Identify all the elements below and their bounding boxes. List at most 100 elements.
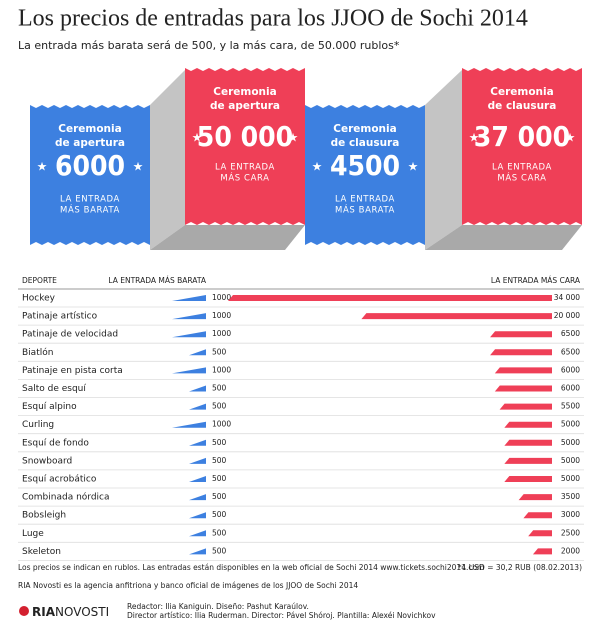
min-label: 1000 xyxy=(212,293,231,302)
max-label: 6500 xyxy=(561,329,580,338)
max-bar xyxy=(532,548,552,555)
ticket-title: de apertura xyxy=(210,100,280,112)
max-label: 3500 xyxy=(561,492,580,501)
ticket-note: MÁS CARA xyxy=(220,172,269,184)
max-bar xyxy=(499,403,552,410)
min-label: 500 xyxy=(212,384,227,393)
category-label: Esquí acrobático xyxy=(22,475,97,485)
category-label: Salto de esquí xyxy=(22,384,86,394)
star: ★ xyxy=(469,131,480,145)
ticket-title: Ceremonia xyxy=(333,123,396,135)
max-bar xyxy=(490,331,552,338)
ticket-price: 4500 xyxy=(330,149,400,182)
category-label: Skeleton xyxy=(22,547,61,557)
max-label: 5500 xyxy=(561,402,580,411)
category-label: Patinaje de velocidad xyxy=(22,330,118,340)
category-label: Combinada nórdica xyxy=(22,492,110,503)
ticket-title: de clausura xyxy=(488,100,557,112)
ticket-note: LA ENTRADA xyxy=(60,195,120,205)
logo-part: NOVOSTI xyxy=(55,605,109,619)
max-label: 5000 xyxy=(561,438,580,447)
logo-part: RIA xyxy=(32,605,56,619)
min-bar xyxy=(189,457,206,464)
ticket-title: de apertura xyxy=(55,137,125,149)
star: ★ xyxy=(133,160,144,174)
column-header: DEPORTE xyxy=(22,276,57,285)
title: Los precios de entradas para los JJOO de… xyxy=(18,6,528,32)
exchange-rate: *1 USD = 30,2 RUB (08.02.2013) xyxy=(458,563,582,572)
max-bar xyxy=(494,385,552,392)
min-bar xyxy=(172,313,206,320)
min-label: 500 xyxy=(212,528,227,537)
ticket xyxy=(462,68,582,225)
ticket-price: 37 000 xyxy=(474,120,570,153)
max-label: 2500 xyxy=(561,528,580,537)
min-bar xyxy=(172,295,206,301)
max-label: 5000 xyxy=(561,420,580,429)
ticket-note: LA ENTRADA xyxy=(215,163,275,173)
min-bar xyxy=(189,530,206,537)
ticket-price: 50 000 xyxy=(197,120,293,153)
min-bar xyxy=(189,349,206,356)
category-label: Hockey xyxy=(22,294,56,304)
min-bar xyxy=(172,367,206,374)
category-label: Esquí de fondo xyxy=(22,438,89,448)
credits: Director artístico: Ilia Ruderman. Direc… xyxy=(127,611,436,620)
ticket-title: Ceremonia xyxy=(213,86,276,98)
category-label: Bobsleigh xyxy=(22,511,66,521)
category-label: Snowboard xyxy=(22,456,72,466)
category-label: Esquí alpino xyxy=(22,402,77,412)
min-label: 500 xyxy=(212,474,227,483)
max-bar xyxy=(528,530,552,537)
min-bar xyxy=(172,421,206,428)
min-bar xyxy=(189,494,206,501)
star: ★ xyxy=(312,160,323,174)
ticket-note: LA ENTRADA xyxy=(492,163,552,173)
max-bar xyxy=(490,349,552,356)
price-table: DEPORTE LA ENTRADA MÁS BARATA LA ENTRADA M… xyxy=(18,276,584,561)
max-bar xyxy=(518,494,552,501)
min-label: 1000 xyxy=(212,311,231,320)
max-label: 5000 xyxy=(561,456,580,465)
min-label: 1000 xyxy=(212,329,231,338)
max-label: 6500 xyxy=(561,347,580,356)
min-label: 500 xyxy=(212,546,227,555)
category-label: Curling xyxy=(22,420,54,430)
max-bar xyxy=(504,476,552,482)
ticket xyxy=(30,105,150,245)
min-label: 1000 xyxy=(212,420,231,429)
min-bar xyxy=(189,476,206,482)
subtitle: La entrada más barata será de 500, y la … xyxy=(18,39,400,52)
ticket-note: MÁS BARATA xyxy=(60,204,120,216)
max-bar xyxy=(504,439,552,446)
max-label: 5000 xyxy=(561,474,580,483)
agency-note: RIA Novosti es la agencia anfitriona y b… xyxy=(18,581,358,590)
max-label: 2000 xyxy=(561,546,580,555)
category-label: Patinaje en pista corta xyxy=(22,366,123,376)
max-label: 20 000 xyxy=(554,311,580,320)
min-bar xyxy=(189,403,206,410)
min-label: 1000 xyxy=(212,365,231,374)
max-label: 34 000 xyxy=(554,293,580,302)
star: ★ xyxy=(37,160,48,174)
min-label: 500 xyxy=(212,510,227,519)
min-bar xyxy=(189,548,206,555)
ticket-note: MÁS CARA xyxy=(497,172,546,184)
max-bar xyxy=(228,295,552,301)
min-label: 500 xyxy=(212,438,227,447)
ticket-shadow xyxy=(425,70,462,250)
min-bar xyxy=(189,512,206,519)
max-bar xyxy=(504,457,552,464)
ticket-price: 6000 xyxy=(55,149,125,182)
credits: Redactor: Ilia Kaniguin. Diseño: Pashut … xyxy=(127,602,309,611)
min-label: 500 xyxy=(212,492,227,501)
min-label: 500 xyxy=(212,402,227,411)
min-bar xyxy=(172,331,206,338)
logo-mark xyxy=(19,606,29,616)
max-label: 3000 xyxy=(561,510,580,519)
min-bar xyxy=(189,385,206,392)
ticket-note: LA ENTRADA xyxy=(335,195,395,205)
max-label: 6000 xyxy=(561,384,580,393)
